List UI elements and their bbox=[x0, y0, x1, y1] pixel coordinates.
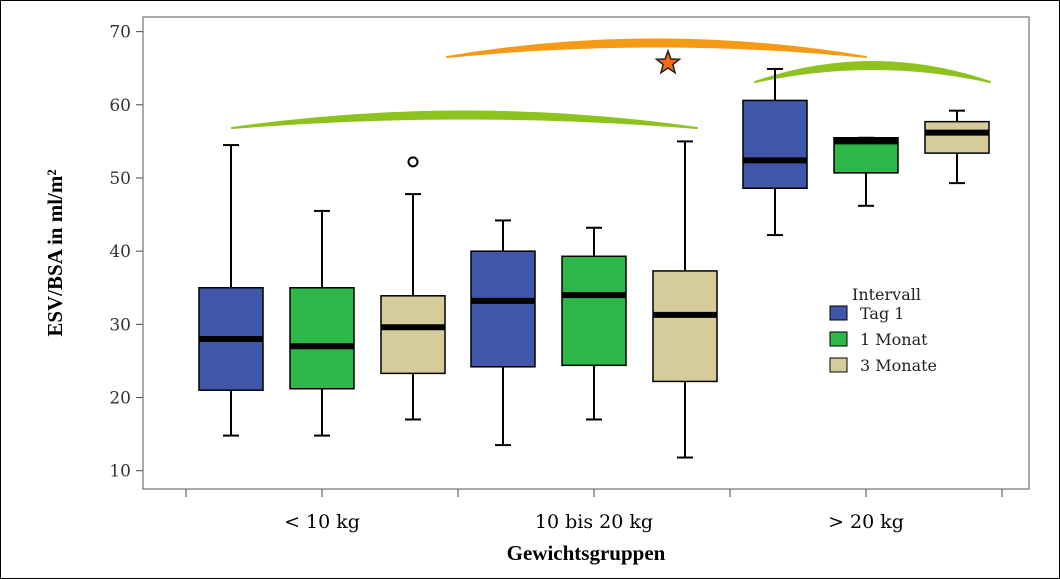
iqr-box bbox=[924, 120, 990, 154]
legend-label: 3 Monate bbox=[860, 356, 937, 375]
x-category-label: > 20 kg bbox=[828, 511, 904, 533]
legend-label: 1 Monat bbox=[860, 330, 928, 349]
arc-green-left bbox=[231, 110, 698, 129]
arc-orange bbox=[446, 38, 867, 58]
y-tick-label: 50 bbox=[109, 169, 131, 189]
significance-annotations bbox=[231, 38, 991, 129]
x-axis: < 10 kg 10 bis 20 kg > 20 kg bbox=[185, 489, 1003, 533]
legend-swatch bbox=[829, 305, 848, 321]
iqr-box bbox=[561, 255, 627, 367]
y-tick-label: 60 bbox=[109, 96, 131, 116]
box-1-monat bbox=[833, 136, 899, 207]
y-axis-title: ESV/BSA in ml/m² bbox=[43, 169, 67, 336]
box-3-monate bbox=[652, 140, 718, 459]
box-tag-1 bbox=[198, 144, 264, 437]
box-1-monat bbox=[561, 226, 627, 421]
x-category-label: < 10 kg bbox=[284, 511, 360, 533]
legend-label: Tag 1 bbox=[860, 304, 904, 323]
arc-green-right bbox=[754, 61, 991, 83]
y-tick-label: 70 bbox=[109, 23, 131, 43]
y-tick-label: 10 bbox=[109, 462, 131, 482]
iqr-box bbox=[289, 287, 355, 390]
box-3-monate bbox=[380, 156, 446, 421]
iqr-box bbox=[380, 295, 446, 375]
y-tick-label: 40 bbox=[109, 242, 131, 262]
boxes-layer bbox=[198, 67, 990, 459]
iqr-box bbox=[470, 250, 536, 368]
box-3-monate bbox=[924, 109, 990, 185]
legend-swatch bbox=[829, 331, 848, 347]
box-1-monat bbox=[289, 209, 355, 437]
x-axis-title: Gewichtsgruppen bbox=[507, 541, 666, 565]
box-tag-1 bbox=[742, 67, 808, 237]
outlier-point bbox=[407, 156, 419, 168]
legend-swatch bbox=[829, 357, 848, 373]
x-category-label: 10 bis 20 kg bbox=[535, 511, 653, 533]
iqr-box bbox=[742, 99, 808, 189]
legend: Intervall Tag 1 1 Monat 3 Monate bbox=[829, 285, 937, 375]
significance-star-icon bbox=[654, 48, 682, 75]
y-tick-label: 30 bbox=[109, 315, 131, 335]
y-axis: 10 20 30 40 50 60 70 bbox=[109, 23, 143, 482]
box-tag-1 bbox=[470, 219, 536, 447]
y-tick-label: 20 bbox=[109, 389, 131, 409]
plot-area bbox=[142, 16, 1030, 490]
legend-title: Intervall bbox=[852, 285, 921, 304]
iqr-box bbox=[652, 270, 718, 383]
